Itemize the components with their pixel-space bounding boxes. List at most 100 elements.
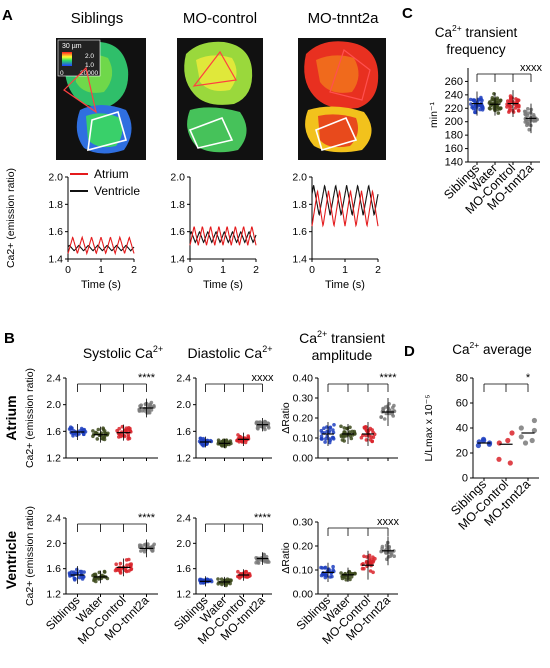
y-tick-label: 0.40 [293, 373, 314, 385]
panel-letter-a: A [2, 7, 13, 24]
data-point [498, 98, 503, 103]
y-axis-label: ΔRatio [280, 402, 292, 434]
sig-label: xxxx [252, 372, 275, 384]
y-tick-label: 180 [445, 130, 463, 142]
b-title-systolic: Systolic Ca2+ [83, 344, 163, 361]
y-tick-label: 1.8 [170, 199, 185, 211]
data-point [529, 437, 535, 444]
data-point [322, 426, 326, 431]
data-point [379, 415, 384, 419]
data-point [91, 429, 95, 433]
data-point [495, 105, 500, 109]
data-point [390, 412, 395, 416]
y-tick-label: 2.4 [176, 373, 191, 385]
trace-chart-mo-tnnt2a: 1.4 1.6 1.8 2.0 0 1 2 Time (s) [292, 172, 381, 292]
data-point [349, 574, 354, 579]
data-point [146, 542, 150, 546]
data-point [389, 551, 394, 555]
colorbar-max: 20000 [80, 70, 98, 77]
x-tick-label: 0 [309, 264, 315, 276]
x-axis-label: Time (s) [203, 279, 243, 291]
row-label-atrium: Atrium [3, 395, 19, 440]
y-tick-label: 1.8 [292, 199, 307, 211]
data-point [331, 437, 336, 441]
heart-image-mo-control [177, 38, 263, 160]
data-point [102, 569, 107, 574]
data-point [96, 427, 101, 432]
data-point [349, 436, 354, 441]
y-axis-label: min⁻¹ [428, 102, 440, 128]
data-point [137, 543, 142, 547]
x-tick-label: 2 [131, 264, 137, 276]
y-tick-label: 2.0 [176, 399, 191, 411]
heart-image-siblings: 30 µm 2.0 1.0 0 20000 [56, 38, 146, 160]
atrium-trace [67, 235, 135, 256]
data-point [505, 102, 509, 106]
panel-letter-c: C [402, 5, 413, 22]
data-point [216, 438, 221, 443]
data-point [348, 430, 352, 434]
panel-letter-b: B [4, 330, 15, 347]
data-point [527, 127, 531, 132]
dotplot-b-ventricle-diastolic: 1.21.62.02.4 ****SiblingsWaterMO-ControlM… [171, 512, 272, 647]
y-tick-label: 40 [456, 423, 468, 435]
data-point [472, 98, 477, 103]
sig-label: * [526, 372, 531, 384]
x-tick-label: 1 [342, 264, 348, 276]
y-tick-label: 240 [445, 89, 463, 101]
data-point [523, 112, 528, 117]
data-point [148, 403, 152, 407]
data-point [152, 542, 156, 547]
dotplot-c: 140160180200220240260xxxxSiblingsWaterMO… [428, 62, 543, 217]
data-point [514, 97, 518, 101]
data-point [148, 546, 152, 550]
data-point [371, 435, 376, 440]
y-tick-label: 200 [445, 116, 463, 128]
data-point [125, 563, 129, 567]
y-tick-label: 1.6 [46, 563, 61, 575]
data-point [518, 434, 524, 440]
data-point [323, 566, 327, 570]
image-title-mo-control: MO-control [183, 10, 257, 27]
data-point [114, 562, 118, 566]
data-point [518, 425, 524, 431]
image-title-mo-tnnt2a: MO-tnnt2a [308, 10, 380, 27]
dotplot-b-ventricle-amplitude: 0.000.100.200.30 xxxxSiblingsWaterMO-Cont… [280, 516, 400, 647]
y-tick-label: 2.0 [170, 172, 185, 184]
y-tick-label: 0.10 [293, 565, 314, 577]
y-tick-label: 0.10 [293, 433, 314, 445]
data-point [346, 575, 351, 580]
data-point [367, 553, 372, 558]
y-tick-label: 1.4 [292, 254, 307, 266]
x-axis-label: Time (s) [325, 279, 365, 291]
data-point [95, 437, 100, 441]
data-point [340, 438, 345, 442]
data-point [152, 404, 156, 408]
data-point [388, 554, 393, 558]
data-point [496, 111, 501, 115]
data-point [342, 430, 347, 434]
b-title-amplitude: Ca2+ transient [299, 329, 385, 346]
y-tick-label: 1.6 [176, 426, 191, 438]
data-point [71, 431, 76, 436]
y-tick-label: 80 [456, 373, 468, 385]
y-tick-label: 1.6 [46, 426, 61, 438]
data-point [78, 569, 82, 574]
data-point [328, 426, 332, 430]
data-point [517, 109, 521, 113]
data-point [199, 577, 203, 582]
y-tick-label: 1.6 [292, 226, 307, 238]
data-point [94, 579, 98, 584]
data-point [380, 549, 384, 553]
x-tick-label: 0 [65, 264, 71, 276]
data-point [480, 436, 487, 442]
data-point [505, 105, 509, 109]
data-point [137, 409, 142, 413]
data-point [523, 120, 527, 124]
data-point [507, 460, 513, 466]
data-point [368, 560, 373, 565]
data-point [339, 424, 343, 429]
data-point [373, 556, 377, 561]
y-tick-label: 0.30 [293, 393, 314, 405]
